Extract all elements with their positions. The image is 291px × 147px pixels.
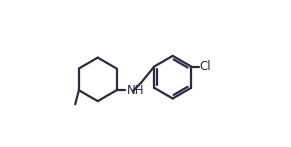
Text: NH: NH (127, 85, 145, 97)
Text: Cl: Cl (199, 60, 211, 73)
